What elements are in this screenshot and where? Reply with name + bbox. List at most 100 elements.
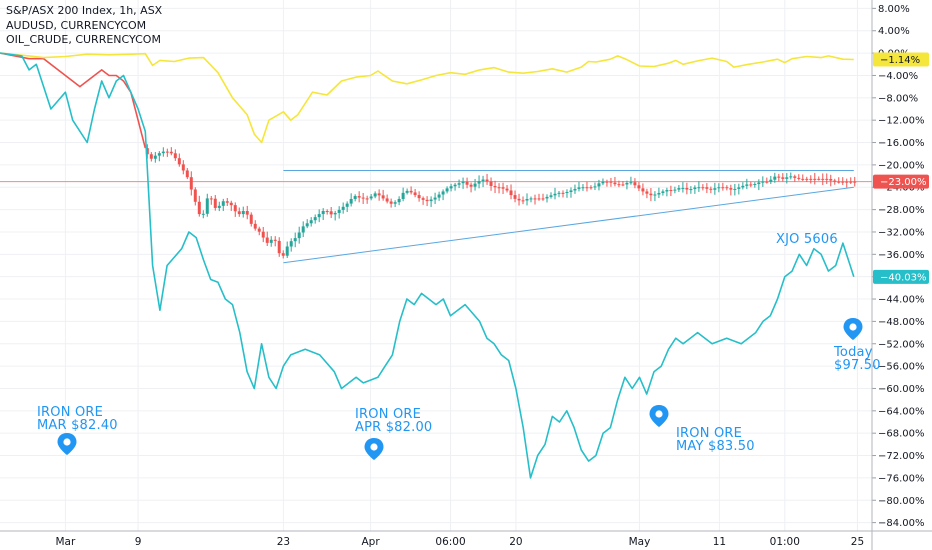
- candle-body: [637, 185, 641, 189]
- y-tick-label: −80.00%: [878, 496, 925, 507]
- annotation-iron-ore-may: IRON ORE MAY $83.50: [676, 427, 755, 454]
- legend-audusd[interactable]: AUDUSD, CURRENCYCOM: [6, 18, 147, 32]
- chart-grid: [0, 0, 872, 531]
- x-tick-label: 9: [135, 536, 142, 548]
- candle-body: [577, 187, 581, 189]
- candle-body: [305, 223, 309, 227]
- candle-body: [261, 231, 265, 238]
- candle-body: [789, 176, 793, 178]
- candle-body: [545, 196, 549, 199]
- candle-body: [717, 187, 721, 189]
- candle-body: [281, 253, 285, 256]
- y-tick-label: −64.00%: [878, 406, 925, 417]
- candle-body: [341, 206, 345, 210]
- map-pin-icon[interactable]: [363, 437, 385, 461]
- y-tick-label: −4.00%: [878, 71, 918, 82]
- legend-oil-crude[interactable]: OIL_CRUDE, CURRENCYCOM: [6, 33, 161, 46]
- candle-body: [653, 194, 657, 196]
- y-tick-label: −44.00%: [878, 295, 925, 306]
- candle-body: [833, 180, 837, 182]
- candle-body: [373, 193, 377, 197]
- candle-body: [517, 198, 521, 201]
- time-axis[interactable]: Mar 9 23 Apr 06:00 20 May 11 01:00 25: [0, 530, 932, 548]
- badge-asx200-label: −23.00%: [880, 177, 927, 188]
- candle-body: [581, 187, 585, 189]
- candle-body: [337, 209, 341, 213]
- candle-body: [745, 184, 749, 186]
- y-tick-label: −48.00%: [878, 317, 925, 328]
- candle-body: [509, 190, 513, 196]
- candle-body: [245, 211, 249, 215]
- legend-main-symbol[interactable]: S&P/ASX 200 Index, 1h, ASX: [6, 4, 163, 17]
- candle-body: [297, 232, 301, 239]
- candle-body: [609, 181, 613, 183]
- candle-body: [701, 187, 705, 189]
- candle-body: [325, 211, 329, 213]
- candle-body: [729, 188, 733, 190]
- annotation-may-line2: MAY $83.50: [676, 438, 755, 454]
- x-tick-label: Mar: [55, 536, 75, 548]
- last-value-badges: −1.14% −23.00% −40.03%: [873, 52, 929, 284]
- candle-body: [529, 198, 533, 200]
- candle-body: [473, 183, 477, 187]
- candle-body: [697, 187, 701, 189]
- candle-body: [269, 239, 273, 243]
- y-tick-label: −28.00%: [878, 205, 925, 216]
- candle-body: [361, 197, 365, 199]
- annotation-apr-line2: APR $82.00: [355, 419, 433, 435]
- candle-body: [753, 184, 757, 186]
- candle-body: [189, 177, 193, 190]
- candle-body: [461, 181, 465, 184]
- candle-body: [561, 192, 565, 194]
- candle-body: [845, 181, 849, 183]
- candle-body: [465, 181, 469, 185]
- candle-body: [393, 202, 397, 204]
- candle-body: [573, 188, 577, 191]
- candle-body: [633, 182, 637, 186]
- candle-body: [761, 181, 765, 183]
- candle-body: [645, 191, 649, 194]
- candle-body: [389, 201, 393, 204]
- candle-body: [201, 213, 205, 215]
- map-pin-icon[interactable]: [648, 404, 670, 428]
- candle-body: [377, 193, 381, 196]
- candle-body: [625, 182, 629, 185]
- candle-body: [353, 196, 357, 199]
- y-tick-label: −84.00%: [878, 518, 925, 529]
- candle-body: [629, 182, 633, 184]
- candle-body: [317, 214, 321, 218]
- candle-body: [769, 179, 773, 182]
- candle-body: [437, 194, 441, 198]
- map-pin-icon[interactable]: [56, 432, 78, 456]
- annotation-today: Today $97.50: [834, 346, 881, 373]
- candle-body: [405, 190, 409, 193]
- annotation-today-line2: $97.50: [834, 357, 881, 373]
- candle-body: [813, 178, 817, 180]
- candle-body: [481, 179, 485, 182]
- candle-body: [737, 187, 741, 189]
- candle-body: [593, 186, 597, 188]
- y-tick-label: 8.00%: [878, 4, 910, 15]
- candle-body: [849, 181, 853, 183]
- y-tick-label: −32.00%: [878, 227, 925, 238]
- candle-body: [689, 189, 693, 191]
- y-tick-label: −68.00%: [878, 429, 925, 440]
- candle-body: [741, 185, 745, 188]
- candle-body: [197, 201, 201, 215]
- candle-body: [505, 188, 509, 191]
- candle-body: [605, 181, 609, 183]
- candle-body: [641, 188, 645, 192]
- candle-body: [585, 187, 589, 189]
- annotation-xjo: XJO 5606: [776, 233, 838, 247]
- candle-body: [229, 202, 233, 206]
- map-pin-icon[interactable]: [842, 317, 864, 341]
- candle-body: [157, 153, 161, 156]
- candle-body: [801, 178, 805, 180]
- annotation-apr-line1: IRON ORE: [355, 407, 422, 422]
- candle-body: [425, 199, 429, 202]
- x-tick-label: Apr: [362, 536, 381, 548]
- candle-body: [421, 198, 425, 200]
- y-tick-label: −76.00%: [878, 473, 925, 484]
- candle-body: [793, 176, 797, 178]
